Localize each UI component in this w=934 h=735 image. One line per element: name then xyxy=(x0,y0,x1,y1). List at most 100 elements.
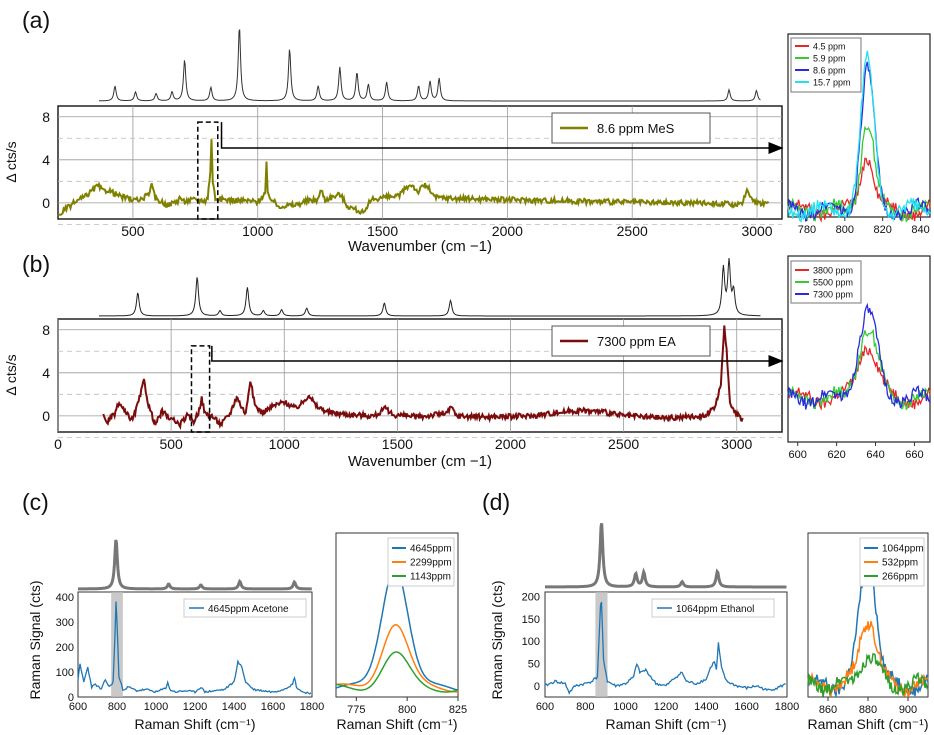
panel-d-highlight xyxy=(595,592,608,697)
inset-series-line xyxy=(807,653,929,697)
panel-c-highlight xyxy=(111,592,123,697)
inset-series-line xyxy=(787,50,931,223)
x-tick-label: 800 xyxy=(398,704,416,716)
legend-entry: 4645ppm xyxy=(410,544,452,555)
y-tick-label: 0 xyxy=(42,195,50,211)
x-tick-label: 2000 xyxy=(495,436,526,452)
panel-c-inset-frame xyxy=(335,532,459,698)
y-tick-label: 200 xyxy=(522,591,540,603)
panel-d-y-ticks: 0 50 100 150 200 xyxy=(522,591,540,692)
panel-c-inset-x-ticks: 775 800 825 xyxy=(347,697,467,716)
y-tick-label: 50 xyxy=(528,658,540,670)
series-line xyxy=(57,139,770,216)
panel-a-zoom-box xyxy=(197,121,219,220)
panel-c-inset: 775 800 825 Raman Shift (cm⁻¹) 4645ppm 2299… xyxy=(335,532,467,732)
y-tick-label: 0 xyxy=(68,692,74,704)
panel-c-xlabel: Raman Shift (cm⁻¹) xyxy=(135,716,256,732)
panel-b-zoom-box xyxy=(190,345,211,433)
x-tick-label: 840 xyxy=(911,224,929,236)
panel-a-x-ticks: 500 1000 1500 2000 2500 3000 xyxy=(121,223,773,239)
legend-entry: 7300 ppm xyxy=(813,290,853,300)
y-tick-label: 4 xyxy=(42,152,50,168)
panel-b-inset: 600 620 640 660 3800 ppm 5500 ppm 7300 ppm xyxy=(787,255,931,461)
panel-d-label: (d) xyxy=(482,489,510,515)
panel-a-ref-spectrum xyxy=(99,29,761,102)
panel-c-legend-entry: 4645ppm Acetone xyxy=(208,604,289,615)
inset-series-line xyxy=(787,302,931,410)
x-tick-label: 500 xyxy=(159,436,183,452)
legend-entry: 1143ppm xyxy=(410,572,451,583)
x-tick-label: 820 xyxy=(873,224,891,236)
x-tick-label: 640 xyxy=(866,449,884,461)
x-tick-label: 775 xyxy=(347,704,365,716)
inset-series-line xyxy=(787,125,931,223)
y-tick-label: 0 xyxy=(42,408,50,424)
panel-a-frame xyxy=(57,105,783,220)
panel-b-xlabel: Wavenumber (cm −1) xyxy=(348,453,492,470)
panel-a-ylabel: Δ cts/s xyxy=(3,141,19,182)
x-tick-label: 1800 xyxy=(775,701,799,713)
y-tick-label: 4 xyxy=(42,365,50,381)
x-tick-label: 1000 xyxy=(144,701,168,713)
panel-c-ref-spectrum xyxy=(78,539,312,591)
y-tick-label: 200 xyxy=(56,642,74,654)
x-tick-label: 600 xyxy=(69,701,87,713)
reference-spectrum-line xyxy=(99,258,761,317)
panel-a-series xyxy=(57,139,770,216)
panel-b-arrow xyxy=(211,345,784,367)
x-tick-label: 780 xyxy=(798,224,816,236)
panel-c-y-ticks: 0 100 200 300 400 xyxy=(56,592,74,704)
y-tick-label: 300 xyxy=(56,617,74,629)
panel-a-inset-series xyxy=(787,50,931,223)
panel-d-frame xyxy=(544,591,788,698)
x-tick-label: 2500 xyxy=(608,436,639,452)
x-tick-label: 880 xyxy=(859,704,877,716)
x-tick-label: 1400 xyxy=(222,701,246,713)
panel-c-x-ticks: 600 800 1000 1200 1400 1600 1800 xyxy=(69,701,324,713)
x-tick-label: 2500 xyxy=(617,223,648,239)
panel-d-legend-entry: 1064ppm Ethanol xyxy=(676,604,754,615)
panel-d-inset: 860 880 900 Raman Shift (cm⁻¹) 1064ppm 532p… xyxy=(807,532,929,732)
inset-series-line xyxy=(335,651,459,693)
x-tick-label: 660 xyxy=(905,449,923,461)
panel-d-ylabel: Raman Signal (cts) xyxy=(489,580,505,699)
x-tick-label: 1000 xyxy=(613,701,637,713)
legend-entry: 3800 ppm xyxy=(813,266,853,276)
x-tick-label: 825 xyxy=(449,704,467,716)
x-tick-label: 900 xyxy=(899,704,917,716)
y-tick-label: 8 xyxy=(42,109,50,125)
x-tick-label: 1600 xyxy=(261,701,285,713)
x-tick-label: 800 xyxy=(108,701,126,713)
reference-spectrum-line xyxy=(545,523,787,589)
x-tick-label: 600 xyxy=(789,449,807,461)
panel-b-inset-x-ticks: 600 620 640 660 xyxy=(789,442,924,461)
x-tick-label: 1600 xyxy=(734,701,758,713)
panel-c-label: (c) xyxy=(22,489,49,515)
reference-spectrum-line xyxy=(99,29,761,102)
panel-c-inset-legend: 4645ppm 2299ppm 1143ppm xyxy=(392,544,452,583)
panel-b-legend: 7300 ppm EA xyxy=(551,325,711,357)
panel-b-inset-legend: 3800 ppm 5500 ppm 7300 ppm xyxy=(795,266,853,300)
y-tick-label: 100 xyxy=(522,636,540,648)
series-line xyxy=(102,325,744,430)
panel-a-y-ticks: 0 4 8 xyxy=(42,109,50,211)
panel-d-inset-x-ticks: 860 880 900 xyxy=(819,697,917,716)
panel-d-legend: 1064ppm Ethanol xyxy=(651,598,775,618)
inset-series-line xyxy=(335,624,458,693)
reference-spectrum-line xyxy=(78,539,312,591)
legend-entry: 8.6 ppm xyxy=(813,66,846,76)
panel-b-y-ticks: 0 4 8 xyxy=(42,322,50,424)
panel-c-inset-xlabel: Raman Shift (cm⁻¹) xyxy=(337,716,458,732)
x-tick-label: 0 xyxy=(54,436,62,452)
panel-d-legend-box xyxy=(651,598,775,618)
legend-entry: 2299ppm xyxy=(410,558,452,569)
x-tick-label: 1800 xyxy=(300,701,324,713)
x-tick-label: 1400 xyxy=(694,701,718,713)
panel-b-inset-series xyxy=(787,302,931,411)
panel-a-arrow xyxy=(220,122,784,154)
panel-b-series xyxy=(102,325,744,430)
panel-d-inset-legend: 1064ppm 532ppm 266ppm xyxy=(864,544,924,583)
panel-c: 600 800 1000 1200 1400 1600 1800 0 100 200 300 400… xyxy=(27,539,324,732)
y-tick-label: 150 xyxy=(522,614,540,626)
legend-entry: 1064ppm xyxy=(882,544,924,555)
